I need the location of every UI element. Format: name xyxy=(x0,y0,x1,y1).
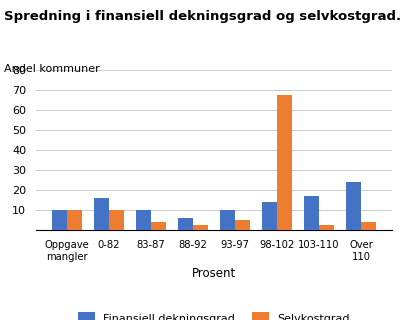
Bar xyxy=(94,198,109,230)
Bar xyxy=(235,220,250,230)
Bar xyxy=(67,211,82,230)
Bar xyxy=(151,222,166,230)
Text: Andel kommuner: Andel kommuner xyxy=(4,64,100,74)
Bar xyxy=(346,182,361,230)
Bar xyxy=(178,218,193,230)
Bar xyxy=(361,222,376,230)
Bar xyxy=(193,225,208,230)
Bar xyxy=(109,211,124,230)
Bar xyxy=(136,211,151,230)
Bar xyxy=(52,211,67,230)
X-axis label: Prosent: Prosent xyxy=(192,267,236,280)
Text: Spredning i finansiell dekningsgrad og selvkostgrad. 2009. Prosent: Spredning i finansiell dekningsgrad og s… xyxy=(4,10,400,23)
Bar xyxy=(304,196,319,230)
Bar xyxy=(220,211,235,230)
Legend: Finansiell dekningsgrad, Selvkostgrad: Finansiell dekningsgrad, Selvkostgrad xyxy=(74,308,354,320)
Bar xyxy=(262,202,277,230)
Bar xyxy=(277,95,292,230)
Bar xyxy=(319,225,334,230)
